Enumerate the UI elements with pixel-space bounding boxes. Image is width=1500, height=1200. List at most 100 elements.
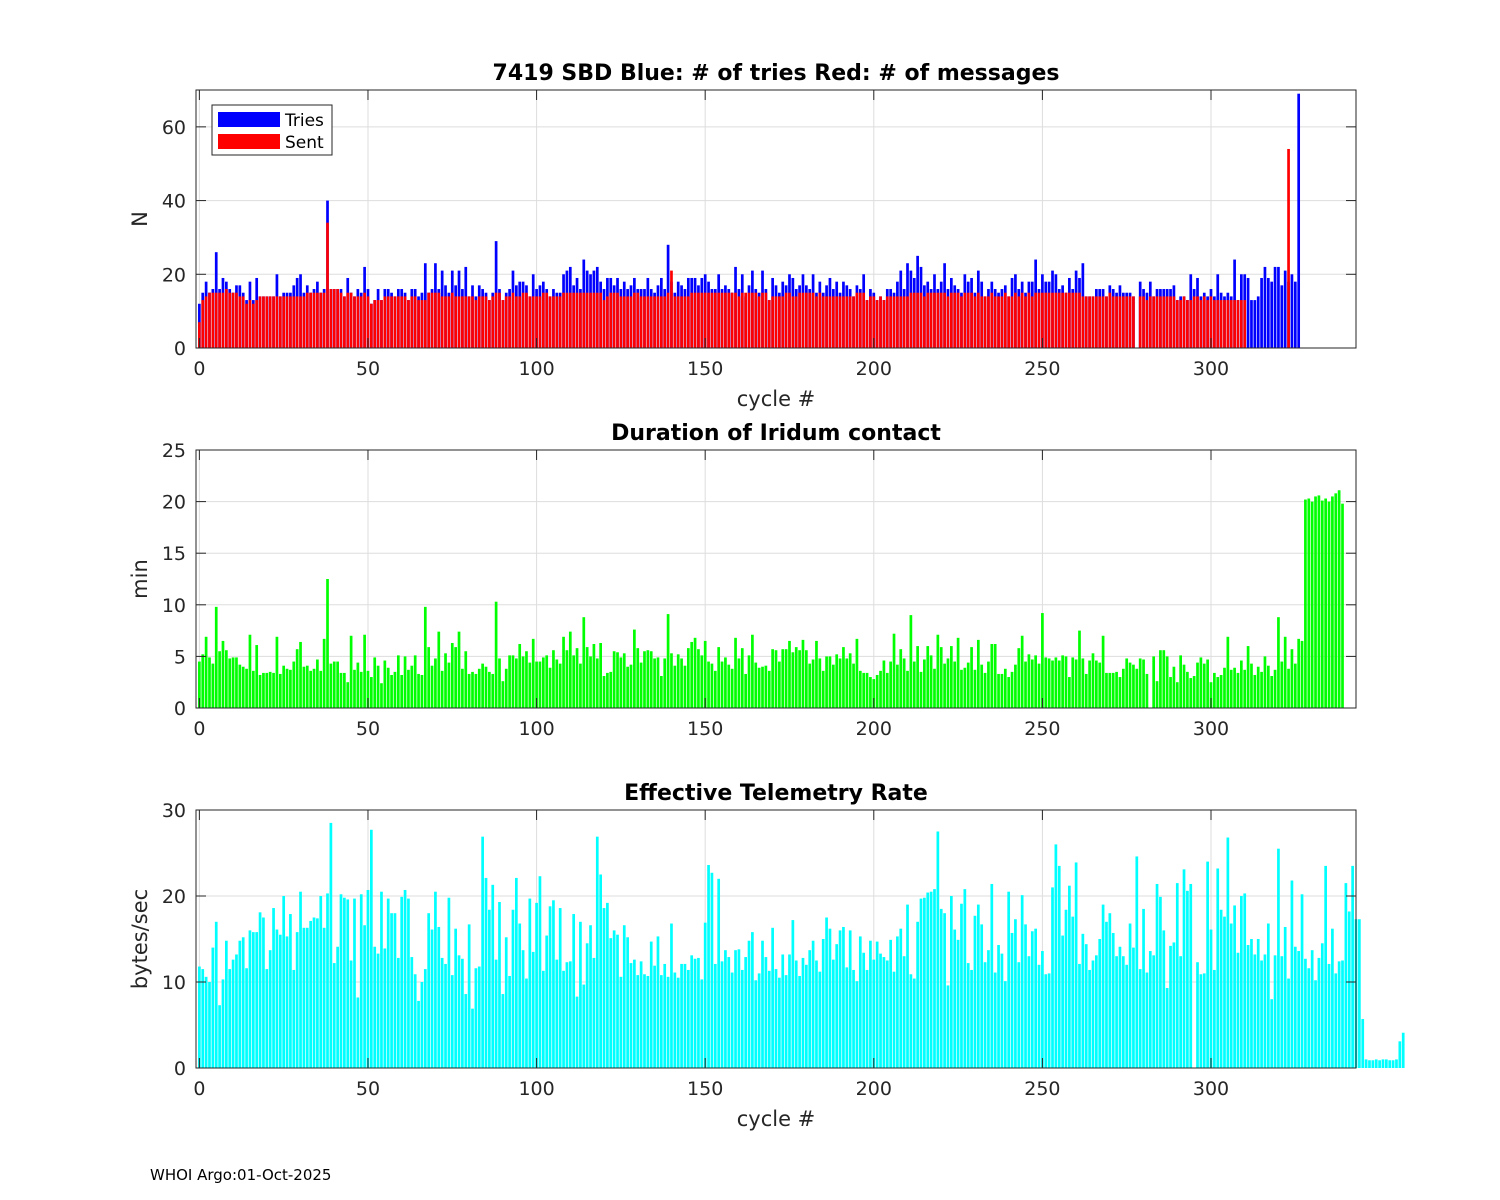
bar [1385,1059,1388,1068]
bar [1240,300,1243,348]
bar [390,296,393,348]
bar [1206,861,1209,1068]
bar [343,897,346,1068]
bar [504,668,508,708]
bar [245,968,248,1068]
bar [1273,266,1277,348]
bar [821,296,825,348]
bar [912,292,916,348]
bar [929,891,933,1068]
bar [322,292,326,348]
bar [983,296,987,348]
y-axis-label: bytes/sec [128,889,152,989]
legend-swatch-tries [218,112,280,127]
bar [781,296,785,348]
bar [339,894,343,1068]
bar [572,292,576,348]
bar [633,959,636,1068]
bar [295,296,299,348]
bar [855,981,859,1068]
bar [380,683,383,708]
bar [879,953,882,1068]
bar [1108,672,1112,708]
bar [835,654,839,708]
bar [1172,942,1176,1068]
bar [552,650,555,708]
bar [852,663,855,708]
bar [1213,672,1216,708]
bar [332,963,336,1068]
bar [1216,868,1220,1068]
bar [383,296,387,348]
bar [751,634,754,708]
bar [727,664,731,708]
bar [1341,960,1344,1068]
bar [312,668,316,708]
bar [680,963,683,1068]
bar [434,292,437,348]
x-tick-label: 250 [1024,1078,1060,1100]
bar [778,977,781,1068]
bar [437,926,441,1068]
bar [1108,913,1112,1068]
bar [852,969,855,1068]
bar [235,292,238,348]
bar [1007,296,1011,348]
bar [1095,296,1098,348]
bar [1061,935,1064,1068]
bar [1290,649,1294,708]
bar [1111,672,1115,708]
bar [1250,939,1253,1068]
bar [1243,669,1247,708]
bar [848,296,852,348]
bar [349,635,353,708]
bar [818,658,822,708]
bar [575,292,579,348]
bar [1172,666,1176,708]
bar [1287,668,1290,708]
bar [815,640,818,708]
bar [457,955,461,1068]
bar [916,646,919,708]
bar [1003,292,1007,348]
bar [1041,951,1044,1068]
bar [343,296,346,348]
bar [552,296,555,348]
bar [724,292,727,348]
bar [1047,658,1051,708]
bar [1014,292,1017,348]
bar [525,651,528,708]
bar [461,958,464,1068]
bar [818,971,822,1068]
bar [225,650,228,708]
bar [858,292,862,348]
bar [332,661,336,708]
bar [457,296,461,348]
bar [885,296,889,348]
x-tick-label: 150 [687,358,723,380]
bar [606,902,609,1068]
bar [464,296,468,348]
bar [686,648,690,708]
bar [690,292,694,348]
bar [737,296,741,348]
bar [1368,1060,1371,1068]
bar [889,939,892,1068]
bar [966,963,970,1068]
bar [676,977,680,1068]
bar [322,638,326,708]
bar [619,657,623,708]
bar [990,644,994,708]
bar [231,959,235,1068]
bar [1283,926,1287,1068]
bar [1078,630,1081,708]
bar [420,674,424,708]
bar [676,654,680,708]
bar [1236,672,1240,708]
bar [1027,956,1031,1068]
bar [602,676,606,708]
bar [923,296,926,348]
telemetry-rate-chart: 0 50 100 150 200 250 300 0 10 20 30 Effective Telem… [128,781,1405,1131]
bar [1381,1059,1385,1068]
bar [1229,300,1233,348]
